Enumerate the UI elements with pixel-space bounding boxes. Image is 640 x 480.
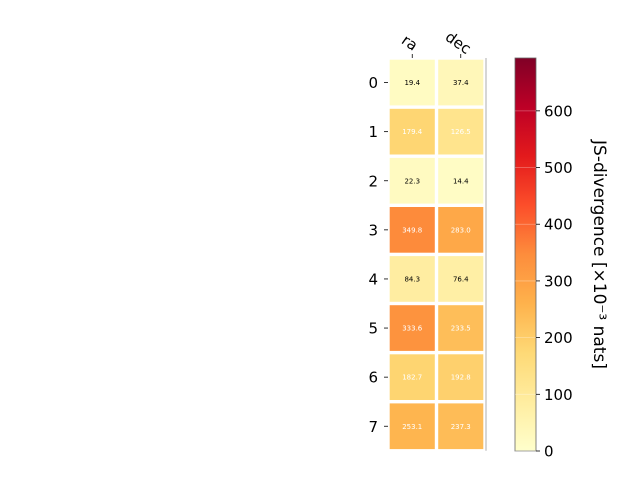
heatmap-cell [437, 304, 485, 352]
heatmap-cell [388, 304, 436, 352]
colorbar-tick-label: 600 [544, 102, 573, 120]
colorbar-tick-label: 0 [544, 443, 554, 461]
cell-value-label: 179.4 [402, 128, 423, 136]
column-label: dec [442, 28, 474, 58]
heatmap-cell [437, 58, 485, 107]
cell-value-label: 22.3 [404, 177, 420, 185]
cell-value-label: 349.8 [402, 226, 422, 234]
colorbar-gradient [514, 57, 537, 452]
cell-value-label: 19.4 [404, 79, 420, 87]
cell-value-label: 84.3 [404, 275, 420, 283]
heatmap-cell [437, 206, 485, 254]
cell-value-label: 14.4 [453, 177, 469, 185]
cell-value-label: 126.5 [451, 128, 471, 136]
colorbar-axis-label: JS-divergence [×10⁻³ nats] [589, 139, 609, 369]
row-label: 4 [368, 270, 378, 288]
heatmap-cell [437, 255, 485, 303]
heatmap-cell [388, 156, 436, 205]
heatmap-cell [437, 156, 485, 205]
cell-value-label: 333.6 [402, 325, 423, 333]
colorbar-tick-label: 300 [544, 272, 573, 290]
colorbar-tick-label: 400 [544, 216, 573, 234]
cell-value-label: 192.8 [451, 374, 471, 382]
colorbar: 0 100 200 300 400 500 600 JS-divergence [×10⁻³ … [514, 57, 609, 461]
heatmap-cell [388, 353, 436, 401]
heatmap-grid: 19.4 37.4 179.4 126.5 22.3 14.4 349.8 283.0 84.3… [368, 28, 487, 451]
cell-value-label: 283.0 [451, 226, 471, 234]
heatmap-cell [388, 58, 436, 107]
column-label: ra [398, 31, 421, 55]
cell-value-label: 237.3 [451, 423, 471, 431]
colorbar-tick-label: 100 [544, 386, 573, 404]
row-label: 0 [368, 74, 378, 92]
heatmap-cell [388, 107, 436, 156]
heatmap-cell [437, 353, 485, 401]
cell-value-label: 253.1 [402, 423, 422, 431]
row-label: 7 [368, 418, 378, 436]
row-label: 6 [368, 369, 378, 387]
row-label: 5 [368, 320, 378, 338]
cell-value-label: 76.4 [453, 275, 469, 283]
row-label: 1 [368, 123, 378, 141]
heatmap-cell [437, 402, 485, 451]
colorbar-tick-label: 500 [544, 159, 573, 177]
cell-value-label: 233.5 [451, 325, 471, 333]
row-label: 3 [368, 221, 378, 239]
cell-value-label: 182.7 [402, 374, 422, 382]
row-label: 2 [368, 172, 378, 190]
heatmap-cell [388, 206, 436, 254]
cell-value-label: 37.4 [453, 79, 469, 87]
heatmap-cell [388, 255, 436, 303]
heatmap-cell [388, 402, 436, 451]
colorbar-tick-label: 200 [544, 329, 573, 347]
heatmap-cell [437, 107, 485, 156]
